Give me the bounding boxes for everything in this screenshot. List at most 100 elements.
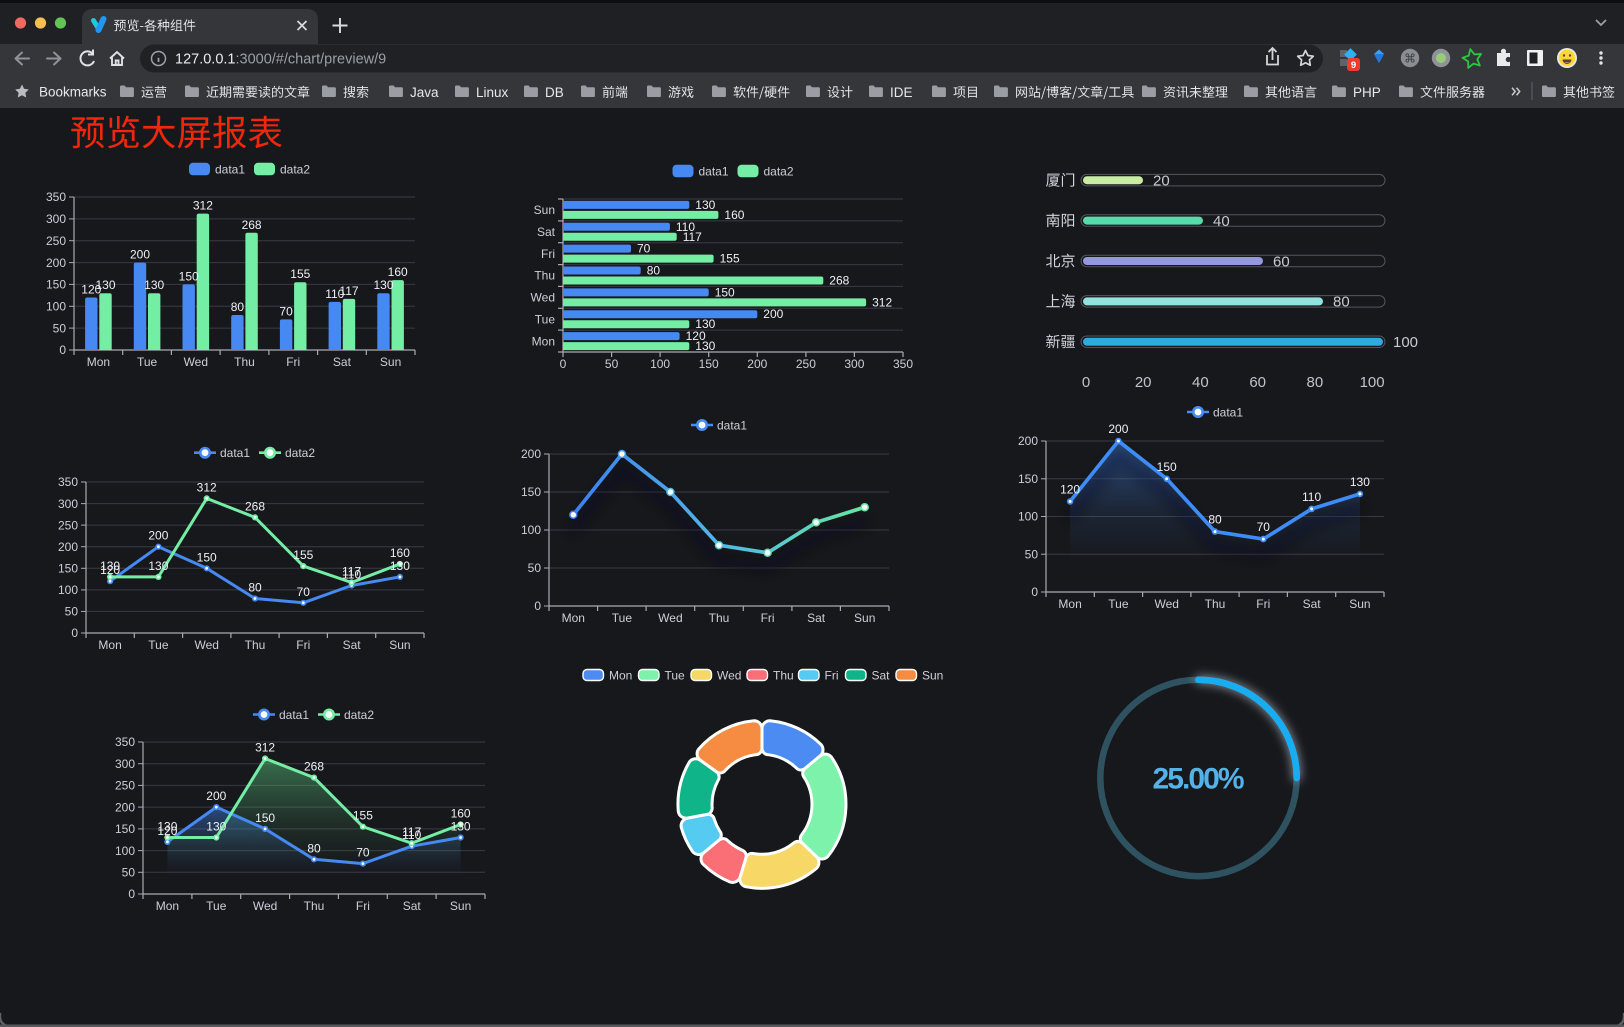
svg-text:20: 20 <box>1153 173 1170 190</box>
svg-text:80: 80 <box>248 581 262 595</box>
svg-text:155: 155 <box>353 809 373 823</box>
svg-text:80: 80 <box>1307 374 1324 391</box>
svg-text:117: 117 <box>402 825 421 839</box>
svg-text:150: 150 <box>1157 460 1177 474</box>
svg-text:Tue: Tue <box>137 355 158 369</box>
svg-text:250: 250 <box>46 234 66 248</box>
svg-text:155: 155 <box>293 548 313 562</box>
svg-text:350: 350 <box>115 735 135 749</box>
svg-text:150: 150 <box>255 811 275 825</box>
svg-text:Thu: Thu <box>304 899 325 913</box>
svg-text:160: 160 <box>451 807 471 821</box>
svg-text:Mon: Mon <box>156 899 179 913</box>
svg-text:Wed: Wed <box>658 611 682 625</box>
svg-text:Wed: Wed <box>531 291 555 305</box>
svg-text:Sun: Sun <box>389 638 410 652</box>
svg-text:150: 150 <box>197 550 217 564</box>
svg-text:250: 250 <box>796 357 816 371</box>
svg-text:Mon: Mon <box>562 611 585 625</box>
svg-text:70: 70 <box>1257 520 1271 534</box>
svg-text:312: 312 <box>197 480 217 494</box>
svg-text:120: 120 <box>686 329 706 343</box>
svg-text:120: 120 <box>100 563 120 577</box>
svg-text:Thu: Thu <box>709 611 730 625</box>
svg-text:127.0.0.1:3000/#/chart/preview: 127.0.0.1:3000/#/chart/preview/9 <box>175 52 386 68</box>
svg-text:Sat: Sat <box>403 899 422 913</box>
svg-text:Tue: Tue <box>1108 597 1129 611</box>
svg-text:Wed: Wed <box>1154 597 1178 611</box>
svg-text:0: 0 <box>560 357 567 371</box>
svg-text:Thu: Thu <box>234 355 255 369</box>
svg-text:70: 70 <box>356 846 370 860</box>
svg-text:50: 50 <box>528 561 542 575</box>
svg-text:Mon: Mon <box>1058 597 1081 611</box>
svg-text:data1: data1 <box>215 162 245 176</box>
svg-text:Fri: Fri <box>296 638 310 652</box>
svg-text:268: 268 <box>304 760 324 774</box>
svg-text:300: 300 <box>46 212 66 226</box>
svg-text:200: 200 <box>115 800 135 814</box>
svg-text:Wed: Wed <box>184 355 208 369</box>
svg-text:Mon: Mon <box>532 334 555 348</box>
svg-text:Sat: Sat <box>343 638 362 652</box>
svg-text:Linux: Linux <box>476 85 509 100</box>
svg-text:350: 350 <box>893 357 913 371</box>
svg-text:250: 250 <box>58 518 78 532</box>
svg-text:130: 130 <box>695 317 715 331</box>
svg-text:Mon: Mon <box>98 638 121 652</box>
svg-text:25.00%: 25.00% <box>1153 763 1245 796</box>
svg-text:160: 160 <box>724 208 744 222</box>
svg-text:155: 155 <box>290 267 310 281</box>
svg-text:110: 110 <box>342 568 361 582</box>
svg-text:110: 110 <box>402 828 421 842</box>
svg-text:Tue: Tue <box>665 669 686 683</box>
svg-text:Fri: Fri <box>541 247 555 261</box>
svg-text:268: 268 <box>829 274 849 288</box>
svg-text:Tue: Tue <box>535 312 556 326</box>
svg-text:70: 70 <box>279 304 293 318</box>
svg-text:Fri: Fri <box>356 899 370 913</box>
svg-text:40: 40 <box>1192 374 1209 391</box>
svg-text:Wed: Wed <box>717 669 741 683</box>
svg-text:200: 200 <box>1108 422 1128 436</box>
svg-text:⌘: ⌘ <box>1404 52 1416 66</box>
svg-text:200: 200 <box>747 357 767 371</box>
svg-text:data1: data1 <box>717 418 747 432</box>
svg-text:200: 200 <box>130 248 150 262</box>
svg-text:0: 0 <box>1082 374 1090 391</box>
svg-text:130: 130 <box>95 278 115 292</box>
svg-text:20: 20 <box>1135 374 1152 391</box>
svg-text:130: 130 <box>695 339 715 353</box>
svg-text:130: 130 <box>206 820 226 834</box>
svg-text:80: 80 <box>647 264 661 278</box>
svg-text:130: 130 <box>1350 475 1370 489</box>
svg-text:300: 300 <box>58 497 78 511</box>
svg-text:110: 110 <box>325 287 344 301</box>
svg-text:160: 160 <box>390 546 410 560</box>
svg-text:80: 80 <box>1208 513 1222 527</box>
svg-text:50: 50 <box>1025 548 1039 562</box>
svg-text:Thu: Thu <box>245 638 266 652</box>
svg-text:100: 100 <box>1360 374 1385 391</box>
svg-text:200: 200 <box>46 256 66 270</box>
svg-text:312: 312 <box>193 199 213 213</box>
svg-text:100: 100 <box>46 300 66 314</box>
svg-text:50: 50 <box>65 605 79 619</box>
svg-text:150: 150 <box>715 285 735 299</box>
svg-text:Sun: Sun <box>450 899 471 913</box>
svg-text:9: 9 <box>1351 60 1356 71</box>
svg-text:110: 110 <box>1302 490 1321 504</box>
svg-text:130: 130 <box>695 198 715 212</box>
svg-text:Wed: Wed <box>253 899 277 913</box>
svg-text:DB: DB <box>545 85 564 100</box>
svg-text:0: 0 <box>71 626 78 640</box>
svg-text:data1: data1 <box>279 708 309 722</box>
svg-text:120: 120 <box>1060 482 1080 496</box>
svg-text:200: 200 <box>148 529 168 543</box>
svg-text:100: 100 <box>115 844 135 858</box>
svg-text:40: 40 <box>1213 213 1230 230</box>
svg-text:150: 150 <box>1018 472 1038 486</box>
svg-text:data1: data1 <box>699 164 729 178</box>
svg-text:Sat: Sat <box>1303 597 1322 611</box>
svg-text:150: 150 <box>58 562 78 576</box>
